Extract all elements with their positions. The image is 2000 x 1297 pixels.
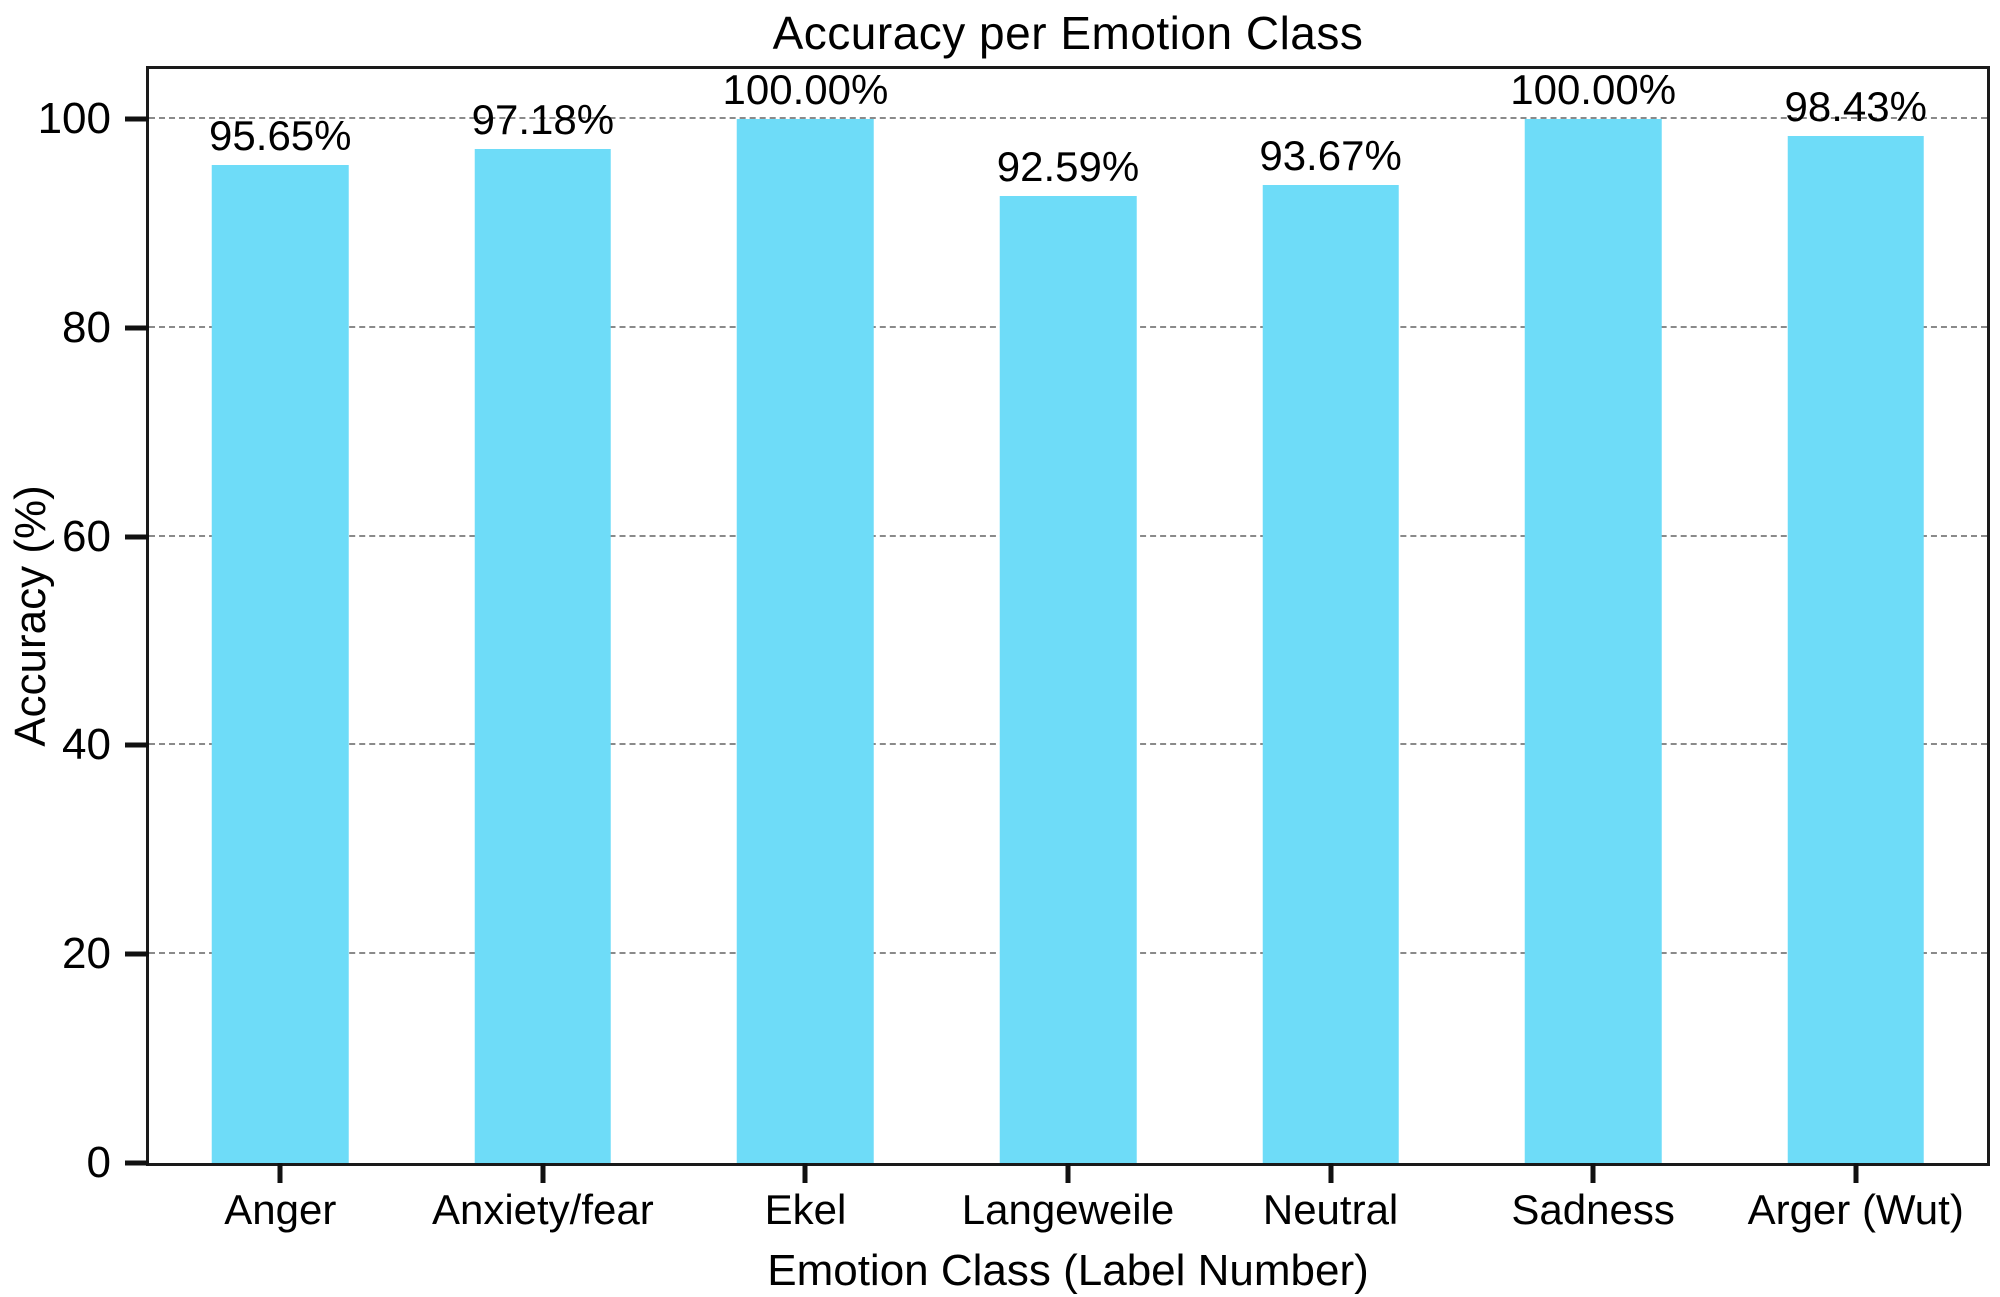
bar-anger [212, 164, 349, 1163]
x-tick-label-sadness: Sadness [1511, 1186, 1675, 1233]
y-tick-mark-60 [125, 534, 149, 540]
gridline-100 [149, 117, 1987, 120]
bar-ekel [737, 119, 874, 1163]
x-axis-label: Emotion Class (Label Number) [767, 1246, 1369, 1295]
y-tick-mark-40 [125, 742, 149, 748]
bar-value-label-3: 100.00% [722, 66, 889, 114]
bar-value-label-6: 100.00% [1510, 66, 1677, 114]
x-tick-mark-7 [1853, 1163, 1859, 1183]
x-tick-mark-6 [1590, 1163, 1596, 1183]
bar-anxiety-fear [474, 148, 612, 1163]
x-tick-label-arger-wut-: Arger (Wut) [1747, 1186, 1964, 1233]
bar-value-label-7: 98.43% [1784, 82, 1927, 130]
bar-value-label-5: 93.67% [1259, 132, 1402, 180]
x-tick-label-anger: Anger [224, 1186, 337, 1233]
y-tick-mark-100 [125, 116, 149, 122]
y-tick-mark-20 [125, 951, 149, 957]
bar-sadness [1524, 119, 1662, 1163]
bar-value-label-2: 97.18% [471, 95, 615, 143]
x-tick-label-ekel: Ekel [764, 1186, 847, 1233]
plot-area: Accuracy (%) Emotion Class (Label Number… [6, 66, 1990, 1293]
chart-title: Accuracy per Emotion Class [772, 7, 1364, 59]
bar-arger-wut- [1787, 135, 1924, 1163]
bar-langeweile [999, 196, 1137, 1163]
y-tick-mark-0 [125, 1160, 149, 1166]
y-tick-mark-80 [125, 325, 149, 331]
x-tick-label-langeweile: Langeweile [961, 1186, 1175, 1233]
x-tick-mark-1 [277, 1163, 283, 1183]
x-tick-mark-2 [540, 1163, 546, 1183]
x-tick-mark-5 [1328, 1163, 1334, 1183]
y-axis-label: Accuracy (%) [6, 485, 55, 747]
x-tick-label-neutral: Neutral [1262, 1186, 1399, 1233]
bar-value-label-4: 92.59% [996, 143, 1140, 191]
x-tick-label-anxiety-fear: Anxiety/fear [431, 1186, 654, 1233]
x-tick-mark-3 [802, 1163, 808, 1183]
x-tick-mark-4 [1065, 1163, 1071, 1183]
bar-neutral [1262, 185, 1399, 1163]
bar-value-label-1: 95.65% [209, 111, 352, 159]
